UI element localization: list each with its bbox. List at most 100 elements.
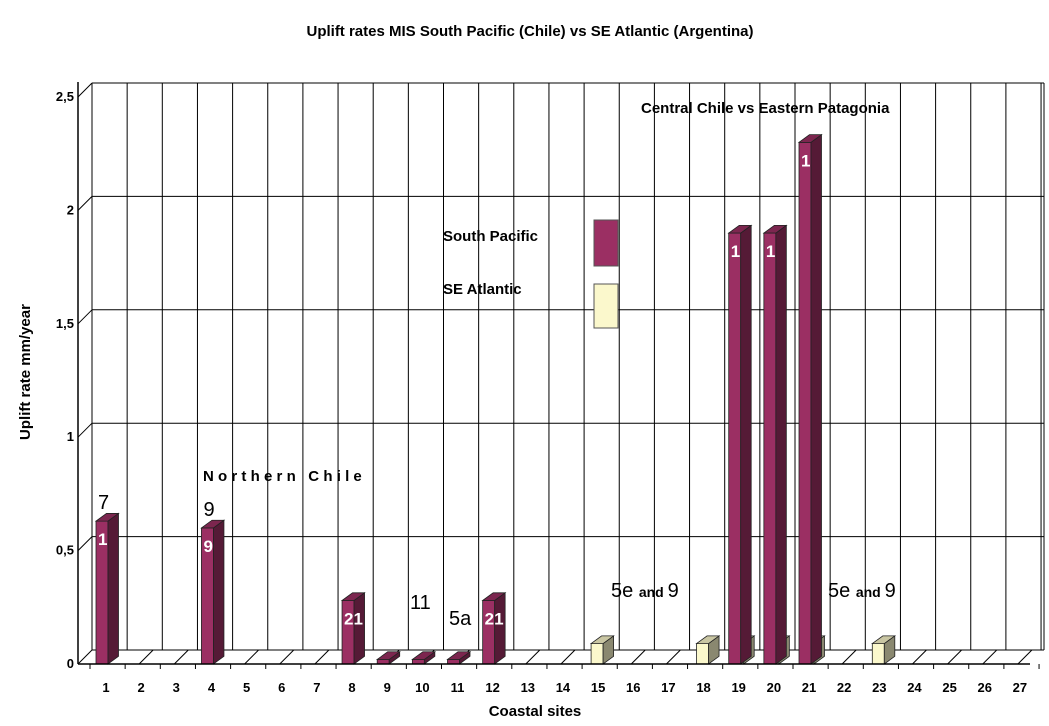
floor-diagonal — [841, 649, 857, 665]
bar-south-pacific — [375, 650, 401, 665]
floor-diagonal — [982, 649, 998, 665]
bar-value-label: 1 — [801, 151, 810, 170]
x-tick-label: 22 — [837, 680, 851, 695]
bar-south-pacific-top — [762, 224, 788, 234]
y-axis-label: Uplift rate mm/year — [17, 304, 34, 440]
floor-diagonal — [947, 649, 962, 665]
side-diagonal — [77, 536, 93, 551]
y-tick-label: 1,5 — [56, 316, 74, 331]
annotation-part: and — [639, 584, 668, 600]
x-tick-label: 13 — [521, 680, 535, 695]
bar-se-atlantic-top — [871, 635, 897, 644]
bar-south-pacific-top — [797, 134, 823, 143]
bar-south-pacific-top — [375, 651, 401, 660]
bar-se-atlantic-front — [871, 643, 885, 665]
x-tick-label: 8 — [348, 680, 355, 695]
floor-diagonal — [560, 649, 576, 665]
bar-value-label: 21 — [485, 609, 504, 628]
floor-diagonal — [1017, 649, 1033, 665]
y-tick-label: 2 — [67, 202, 74, 217]
side-diagonal — [77, 649, 93, 665]
y-tick-label: 0 — [67, 656, 74, 671]
annotations: Northern Chile Central Chile vs Eastern P… — [203, 100, 896, 630]
bar-south-pacific — [94, 512, 120, 665]
x-tick-label: 18 — [696, 680, 710, 695]
tick-labels: 00,511,522,51 2 3 4 5 6 7 8 9 10 11 12 13 14 15 16 17 18 1… — [56, 89, 1027, 695]
bar-south-pacific-top — [481, 592, 507, 601]
bar-value-label: 1 — [98, 530, 107, 549]
bar-se-atlantic-top — [695, 635, 721, 644]
floor-diagonal — [279, 649, 295, 665]
floor-diagonal — [525, 649, 541, 665]
bar-south-pacific-top — [340, 592, 366, 601]
bar-value-label: 9 — [203, 537, 212, 556]
annotation-stage: 11 — [410, 592, 431, 614]
annotation-part: and — [856, 584, 885, 600]
floor-diagonal — [630, 649, 646, 665]
y-tick-label: 0,5 — [56, 543, 74, 558]
bar-south-pacific-side — [107, 512, 119, 665]
x-tick-label: 21 — [802, 680, 816, 695]
bar-south-pacific — [727, 224, 753, 665]
legend-swatch — [593, 283, 619, 329]
bar-value-label: 1 — [766, 242, 775, 261]
bar-south-pacific-side — [810, 133, 822, 665]
bar-south-pacific-top — [411, 651, 437, 660]
annotation-region-north: Northern Chile — [203, 468, 366, 485]
legend-label: South Pacific — [443, 228, 538, 245]
x-tick-label: 20 — [767, 680, 781, 695]
bar-south-pacific-top — [446, 651, 472, 660]
chart-title: Uplift rates MIS South Pacific (Chile) v… — [306, 23, 753, 40]
x-tick-label: 23 — [872, 680, 886, 695]
bars — [94, 133, 897, 665]
floor-diagonal — [314, 649, 330, 665]
floor-diagonal — [244, 649, 259, 665]
y-tick-label: 1 — [67, 429, 74, 444]
x-tick-label: 15 — [591, 680, 605, 695]
bar-south-pacific — [797, 133, 823, 665]
x-tick-label: 19 — [731, 680, 745, 695]
side-diagonal — [77, 82, 93, 98]
x-tick-label: 4 — [208, 680, 216, 695]
annotation-part: 9 — [885, 580, 896, 602]
bar-se-atlantic-front — [590, 643, 604, 665]
bar-value-label: 9 — [203, 499, 214, 521]
x-tick-label: 6 — [278, 680, 285, 695]
annotation-stage-pair: 5e and 9 — [828, 580, 896, 602]
x-tick-label: 1 — [102, 680, 109, 695]
y-tick-label: 2,5 — [56, 89, 74, 104]
floor-diagonal — [138, 649, 154, 665]
bar-value-label: 1 — [731, 242, 740, 261]
bar-se-atlantic — [871, 635, 897, 665]
bar-value-label: 7 — [98, 492, 109, 514]
x-tick-label: 24 — [907, 680, 922, 695]
axes — [77, 82, 1040, 669]
side-diagonal — [77, 309, 93, 325]
bar-south-pacific-front — [728, 232, 742, 665]
bar-south-pacific-front — [798, 141, 812, 665]
bar-south-pacific — [446, 650, 472, 665]
floor-diagonal — [912, 649, 927, 665]
annotation-region-central: Central Chile vs Eastern Patagonia — [641, 100, 890, 117]
side-diagonal — [77, 422, 93, 438]
x-tick-label: 25 — [942, 680, 956, 695]
x-tick-label: 10 — [415, 680, 429, 695]
bar-south-pacific-top — [727, 224, 753, 234]
bar-se-atlantic — [695, 635, 721, 665]
bar-se-atlantic-front — [696, 643, 709, 665]
bar-south-pacific-side — [213, 519, 225, 665]
gridlines — [77, 82, 1045, 665]
x-tick-label: 12 — [485, 680, 499, 695]
bar-se-atlantic-top — [589, 635, 615, 644]
bar-value-label: 21 — [344, 609, 363, 628]
x-axis-label: Coastal sites — [489, 703, 582, 720]
x-tick-label: 5 — [243, 680, 250, 695]
bar-south-pacific — [762, 224, 788, 665]
bar-se-atlantic — [589, 635, 615, 665]
legend: South Pacific SE Atlantic — [443, 219, 619, 329]
x-tick-label: 26 — [978, 680, 992, 695]
annotation-part: 5e — [828, 580, 856, 602]
